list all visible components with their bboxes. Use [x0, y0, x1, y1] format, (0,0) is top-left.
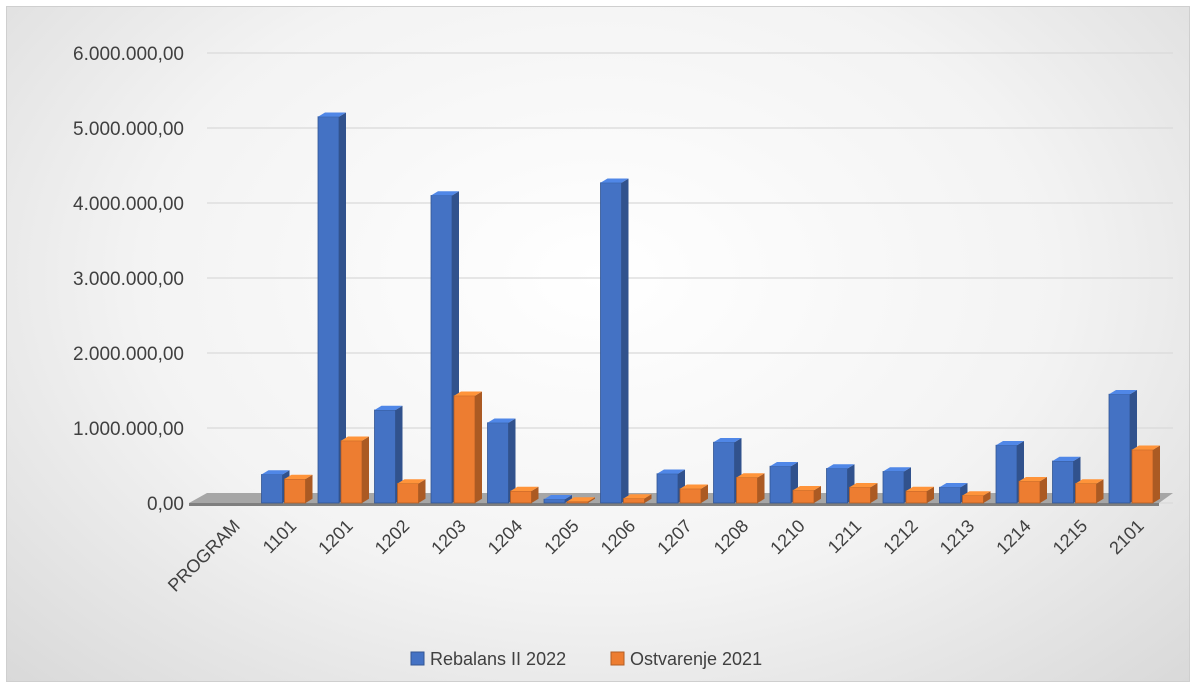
bar-rebalans-1215 — [1052, 456, 1081, 504]
gridlines — [207, 52, 1173, 504]
bars — [261, 112, 1160, 504]
bar-ostvarenje-1206 — [623, 494, 652, 504]
y-tick-label: 1.000.000,00 — [73, 419, 184, 440]
x-axis-category-labels: PROGRAM 1101 1201 1202 1203 1204 1205 1206 1207 1… — [164, 516, 1148, 596]
bar-ostvarenje-1212 — [905, 486, 934, 504]
bar-ostvarenje-1210 — [792, 486, 821, 504]
floor-edge — [189, 503, 1159, 506]
x-category-label: 1202 — [371, 516, 413, 558]
x-category-label: 1101 — [259, 516, 301, 558]
x-category-label: 1201 — [314, 516, 356, 558]
bar-ostvarenje-2101 — [1131, 445, 1160, 504]
bar-ostvarenje-1215 — [1075, 479, 1104, 504]
y-tick-label: 3.000.000,00 — [73, 269, 184, 290]
y-tick-label: 0,00 — [147, 494, 184, 515]
x-category-label: 1215 — [1049, 516, 1091, 558]
bar-ostvarenje-1204 — [510, 486, 539, 504]
x-category-label: 1211 — [824, 516, 866, 558]
bar-rebalans-1202 — [374, 405, 403, 504]
x-category-label: 1204 — [484, 516, 526, 558]
x-category-label: 1207 — [653, 516, 695, 558]
bar-rebalans-1203 — [430, 191, 459, 504]
x-category-label: 1212 — [879, 516, 921, 558]
legend: Rebalans II 2022 Ostvarenje 2021 — [410, 649, 762, 669]
x-category-label: 1214 — [992, 516, 1034, 558]
x-category-label: PROGRAM — [164, 516, 244, 596]
chart-frame: 6.000.000,00 5.000.000,00 4.000.000,00 3.00… — [6, 6, 1190, 682]
y-axis-tick-labels: 6.000.000,00 5.000.000,00 4.000.000,00 3.00… — [73, 44, 184, 515]
bar-rebalans-1201 — [317, 112, 346, 504]
x-category-label: 1203 — [427, 516, 469, 558]
y-tick-label: 6.000.000,00 — [73, 44, 184, 65]
y-tick-label: 5.000.000,00 — [73, 119, 184, 140]
bar-chart: 6.000.000,00 5.000.000,00 4.000.000,00 3.00… — [73, 44, 1173, 669]
x-category-label: 1210 — [766, 516, 808, 558]
bar-ostvarenje-1201 — [340, 436, 369, 504]
legend-swatch-rebalans — [410, 651, 425, 666]
bar-rebalans-1207 — [656, 469, 685, 504]
x-category-label: 1206 — [597, 516, 639, 558]
bar-ostvarenje-1203 — [453, 391, 482, 504]
y-tick-label: 4.000.000,00 — [73, 194, 184, 215]
bar-ostvarenje-1207 — [679, 484, 708, 504]
bar-ostvarenje-1213 — [962, 491, 991, 504]
x-category-label: 1213 — [936, 516, 978, 558]
bar-ostvarenje-1202 — [397, 479, 426, 504]
legend-label-rebalans: Rebalans II 2022 — [430, 649, 566, 669]
bar-ostvarenje-1101 — [284, 474, 313, 504]
bar-rebalans-1205 — [543, 495, 572, 504]
x-category-label: 1205 — [540, 516, 582, 558]
bar-ostvarenje-1205 — [566, 497, 595, 504]
x-category-label: 1208 — [710, 516, 752, 558]
bar-ostvarenje-1211 — [849, 483, 878, 504]
bar-rebalans-1211 — [826, 464, 855, 504]
bar-ostvarenje-1214 — [1018, 477, 1047, 504]
bar-rebalans-1206 — [600, 178, 629, 504]
x-category-label: 2101 — [1105, 516, 1147, 558]
legend-label-ostvarenje: Ostvarenje 2021 — [630, 649, 762, 669]
legend-swatch-ostvarenje — [610, 651, 625, 666]
bar-rebalans-1204 — [487, 418, 516, 504]
bar-ostvarenje-1208 — [736, 473, 765, 504]
y-tick-label: 2.000.000,00 — [73, 344, 184, 365]
